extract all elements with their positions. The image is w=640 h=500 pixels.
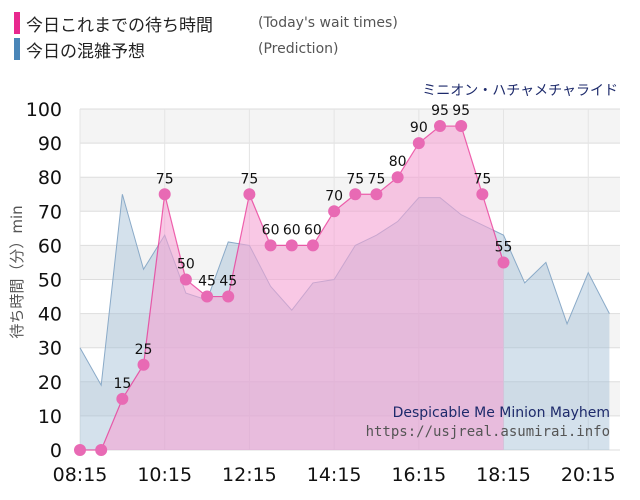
data-label: 25	[135, 342, 153, 358]
y-axis-label: 待ち時間（分）min	[8, 205, 26, 338]
y-tick-label: 50	[38, 270, 62, 292]
today-point	[179, 273, 192, 286]
data-label: 55	[495, 239, 513, 255]
data-label: 75	[240, 171, 258, 187]
today-point	[434, 120, 446, 133]
y-tick-label: 0	[50, 440, 62, 462]
data-label: 70	[325, 188, 343, 204]
data-label: 45	[198, 274, 216, 290]
data-label: 75	[473, 171, 491, 187]
legend-prediction-label: 今日の混雑予想	[26, 41, 145, 62]
x-tick-label: 08:15	[53, 464, 108, 486]
today-point	[391, 171, 404, 184]
today-point	[74, 444, 86, 456]
data-label: 95	[431, 103, 449, 119]
today-point	[264, 239, 277, 252]
y-axis-ticks: 0 10 20 30 40 50 60 70 80 90 100	[26, 99, 62, 462]
today-point	[222, 290, 235, 303]
legend-prediction-sub: (Prediction)	[258, 41, 339, 57]
y-tick-label: 20	[38, 372, 62, 394]
data-label: 95	[452, 103, 470, 119]
today-point	[201, 290, 214, 303]
x-tick-label: 20:15	[561, 464, 616, 486]
x-tick-label: 12:15	[222, 464, 277, 486]
today-point	[306, 239, 319, 252]
plot-band	[80, 109, 620, 144]
y-tick-label: 90	[38, 133, 62, 155]
today-point	[285, 239, 298, 252]
legend-prediction: 今日の混雑予想 (Prediction)	[14, 36, 398, 62]
today-point	[370, 188, 383, 201]
legend-today-label: 今日これまでの待ち時間	[26, 15, 213, 36]
legend: 今日これまでの待ち時間 (Today's wait times) 今日の混雑予想…	[14, 10, 398, 62]
y-tick-label: 30	[38, 338, 62, 360]
today-point	[137, 358, 150, 371]
data-label: 80	[389, 154, 407, 170]
watermark-url: https://usjreal.asumirai.info	[366, 424, 610, 440]
today-point	[349, 188, 362, 201]
plot-band	[80, 143, 620, 178]
today-point	[476, 188, 489, 201]
today-point	[158, 188, 171, 201]
today-point	[328, 205, 341, 218]
x-tick-label: 18:15	[476, 464, 531, 486]
legend-today-sub: (Today's wait times)	[258, 15, 398, 31]
y-tick-label: 70	[38, 201, 62, 223]
x-axis-ticks: 08:15 10:15 12:15 14:15 16:15 18:15 20:15	[53, 464, 616, 486]
x-tick-label: 10:15	[137, 464, 192, 486]
watermark-english-name: Despicable Me Minion Mayhem	[393, 405, 610, 421]
data-label: 15	[113, 376, 131, 392]
legend-today: 今日これまでの待ち時間 (Today's wait times)	[14, 10, 398, 36]
legend-today-swatch	[14, 12, 20, 34]
data-label: 45	[219, 274, 237, 290]
data-label: 60	[283, 222, 301, 238]
today-point	[243, 188, 256, 201]
data-label: 75	[346, 171, 364, 187]
data-label: 75	[368, 171, 386, 187]
data-label: 90	[410, 120, 428, 136]
today-point	[95, 444, 108, 456]
today-point	[497, 256, 510, 269]
x-tick-label: 14:15	[307, 464, 362, 486]
today-point	[455, 120, 468, 133]
y-tick-label: 100	[26, 99, 62, 121]
series-areas	[79, 125, 610, 451]
y-tick-label: 80	[38, 167, 62, 189]
series-points	[74, 120, 510, 456]
data-label: 60	[304, 222, 322, 238]
today-point	[116, 392, 129, 405]
data-label: 60	[262, 222, 280, 238]
x-tick-label: 16:15	[391, 464, 446, 486]
attraction-name: ミニオン・ハチャメチャライド	[422, 83, 618, 99]
today-area	[80, 126, 504, 451]
legend-prediction-swatch	[14, 38, 20, 60]
today-point	[412, 137, 425, 150]
data-label: 75	[156, 171, 174, 187]
data-label: 50	[177, 257, 195, 273]
y-tick-label: 10	[38, 406, 62, 428]
y-tick-label: 60	[38, 235, 62, 257]
y-tick-label: 40	[38, 304, 62, 326]
